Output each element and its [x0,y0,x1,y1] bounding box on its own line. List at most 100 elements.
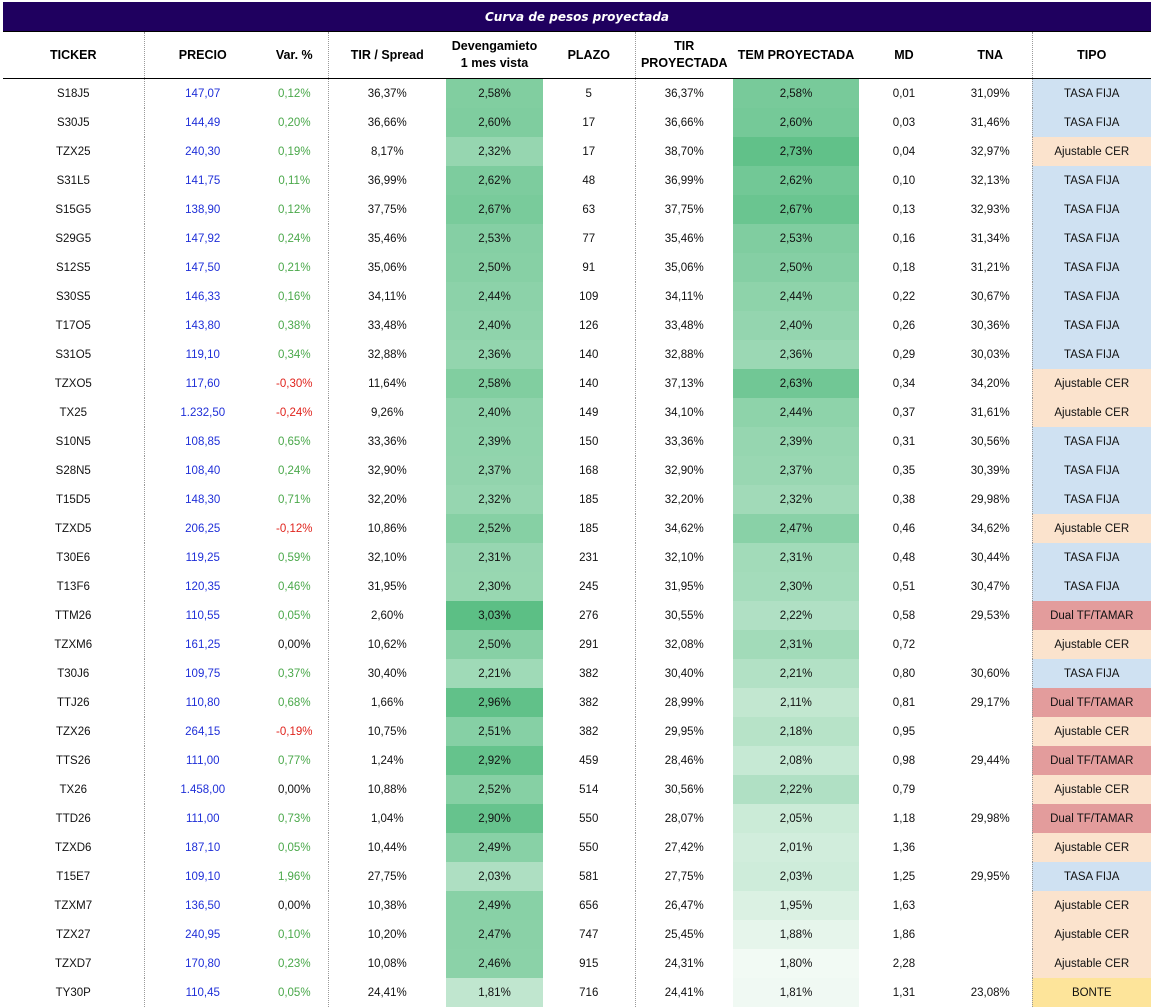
cell-precio[interactable]: 110,55 [185,609,220,622]
cell-tipo[interactable]: Dual TF/TAMAR [1032,688,1151,717]
cell-tipo[interactable]: TASA FIJA [1032,427,1151,456]
cell-tna[interactable]: 29,44% [949,746,1033,775]
cell-var[interactable]: 0,00% [261,630,329,659]
cell-tipo[interactable]: TASA FIJA [1032,485,1151,514]
cell-md[interactable]: 0,34 [892,377,916,390]
cell-tipo[interactable]: TASA FIJA [1032,78,1151,108]
cell-tem-proyectada[interactable]: 2,47% [733,514,859,543]
cell-tem-proyectada[interactable]: 2,39% [733,427,859,456]
cell-var[interactable]: 0,00% [261,775,329,804]
cell-var[interactable]: -0,19% [261,717,329,746]
cell-devengamiento[interactable]: 2,50% [446,630,543,659]
cell-var[interactable]: 0,71% [261,485,329,514]
cell-md[interactable]: 0,51 [892,580,916,593]
cell-tir-spread[interactable]: 37,75% [367,203,407,216]
cell-precio[interactable]: 1.458,00 [180,783,226,796]
cell-tem-proyectada[interactable]: 2,32% [733,485,859,514]
cell-var[interactable]: 0,05% [261,978,329,1007]
cell-tir-spread[interactable]: 32,10% [367,551,407,564]
cell-tna[interactable]: 29,95% [949,862,1033,891]
cell-ticker[interactable]: TX26 [3,775,145,804]
cell-md[interactable]: 0,80 [892,667,916,680]
cell-plazo[interactable]: 149 [543,398,636,427]
cell-tir-proyectada[interactable]: 27,75% [664,870,704,883]
header-tem-proyectada[interactable]: TEM PROYECTADA [733,32,859,79]
cell-var[interactable]: -0,12% [261,514,329,543]
cell-ticker[interactable]: S30J5 [3,108,145,137]
cell-precio[interactable]: 136,50 [185,899,221,912]
cell-tir-proyectada[interactable]: 34,62% [664,522,704,535]
cell-tir-spread[interactable]: 32,88% [367,348,407,361]
cell-plazo[interactable]: 459 [543,746,636,775]
cell-tipo[interactable]: TASA FIJA [1032,166,1151,195]
cell-tem-proyectada[interactable]: 2,60% [733,108,859,137]
cell-devengamiento[interactable]: 2,30% [446,572,543,601]
cell-tna[interactable] [949,630,1033,659]
cell-precio[interactable]: 110,45 [185,986,220,999]
cell-var[interactable]: 1,96% [261,862,329,891]
cell-plazo[interactable]: 276 [543,601,636,630]
cell-tipo[interactable]: Ajustable CER [1032,833,1151,862]
cell-md[interactable]: 1,36 [892,841,916,854]
cell-md[interactable]: 0,46 [892,522,916,535]
cell-precio[interactable]: 170,80 [185,957,221,970]
cell-ticker[interactable]: TZXM6 [3,630,145,659]
cell-tir-spread[interactable]: 10,86% [367,522,407,535]
cell-precio[interactable]: 187,10 [185,841,221,854]
header-tipo[interactable]: TIPO [1032,32,1151,79]
cell-plazo[interactable]: 150 [543,427,636,456]
cell-tem-proyectada[interactable]: 1,88% [733,920,859,949]
cell-tir-proyectada[interactable]: 24,31% [664,957,704,970]
cell-ticker[interactable]: TZXO5 [3,369,145,398]
cell-var[interactable]: 0,46% [261,572,329,601]
cell-tir-spread[interactable]: 35,46% [367,232,407,245]
cell-var[interactable]: 0,11% [261,166,329,195]
cell-tem-proyectada[interactable]: 2,63% [733,369,859,398]
cell-tem-proyectada[interactable]: 1,95% [733,891,859,920]
cell-precio[interactable]: 109,75 [185,667,221,680]
cell-plazo[interactable]: 382 [543,717,636,746]
cell-tna[interactable]: 30,36% [949,311,1033,340]
cell-tna[interactable]: 31,21% [949,253,1033,282]
cell-tir-proyectada[interactable]: 35,46% [664,232,704,245]
cell-devengamiento[interactable]: 2,67% [446,195,543,224]
cell-tipo[interactable]: TASA FIJA [1032,224,1151,253]
cell-plazo[interactable]: 514 [543,775,636,804]
cell-var[interactable]: 0,19% [261,137,329,166]
cell-ticker[interactable]: TZXD7 [3,949,145,978]
cell-precio[interactable]: 138,90 [185,203,221,216]
cell-tipo[interactable]: TASA FIJA [1032,456,1151,485]
cell-tna[interactable]: 29,17% [949,688,1033,717]
cell-tipo[interactable]: TASA FIJA [1032,195,1151,224]
cell-ticker[interactable]: T15D5 [3,485,145,514]
cell-var[interactable]: 0,16% [261,282,329,311]
cell-tna[interactable]: 31,61% [949,398,1033,427]
cell-tipo[interactable]: Ajustable CER [1032,949,1151,978]
cell-md[interactable]: 0,18 [892,261,916,274]
cell-tir-proyectada[interactable]: 37,13% [664,377,704,390]
cell-devengamiento[interactable]: 2,52% [446,514,543,543]
cell-plazo[interactable]: 109 [543,282,636,311]
cell-ticker[interactable]: TZXM7 [3,891,145,920]
cell-ticker[interactable]: T13F6 [3,572,145,601]
cell-tipo[interactable]: Ajustable CER [1032,891,1151,920]
cell-ticker[interactable]: TY30P [3,978,145,1007]
cell-devengamiento[interactable]: 2,92% [446,746,543,775]
cell-precio[interactable]: 206,25 [185,522,221,535]
cell-devengamiento[interactable]: 2,49% [446,891,543,920]
cell-tna[interactable] [949,833,1033,862]
cell-var[interactable]: 0,65% [261,427,329,456]
cell-tipo[interactable]: TASA FIJA [1032,282,1151,311]
cell-tem-proyectada[interactable]: 2,62% [733,166,859,195]
cell-tna[interactable]: 29,98% [949,804,1033,833]
cell-tipo[interactable]: Dual TF/TAMAR [1032,804,1151,833]
cell-tir-spread[interactable]: 30,40% [367,667,407,680]
cell-ticker[interactable]: S10N5 [3,427,145,456]
cell-tir-spread[interactable]: 10,20% [367,928,407,941]
cell-tir-proyectada[interactable]: 31,95% [664,580,704,593]
cell-md[interactable]: 0,04 [892,145,916,158]
cell-tir-proyectada[interactable]: 34,11% [665,290,704,303]
cell-tipo[interactable]: Dual TF/TAMAR [1032,601,1151,630]
cell-precio[interactable]: 148,30 [185,493,221,506]
cell-devengamiento[interactable]: 2,58% [446,369,543,398]
